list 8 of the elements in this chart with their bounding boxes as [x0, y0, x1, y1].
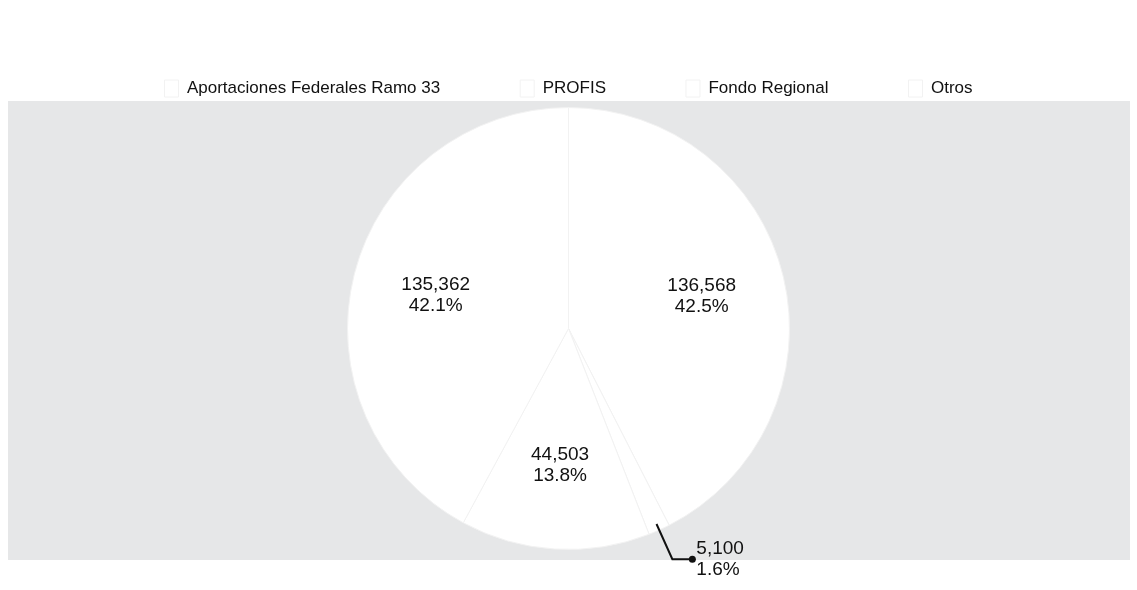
legend-label: Aportaciones Federales Ramo 33 — [186, 78, 441, 98]
legend-label: Fondo Regional — [708, 78, 829, 98]
legend-label: Otros — [931, 78, 973, 98]
data-label: 136,568 42.5% — [667, 274, 737, 317]
data-label: 5,100 1.6% — [696, 536, 744, 579]
data-label: 44,503 13.8% — [531, 442, 590, 485]
data-label: 135,362 42.1% — [401, 272, 471, 315]
legend-label: PROFIS — [542, 78, 606, 98]
